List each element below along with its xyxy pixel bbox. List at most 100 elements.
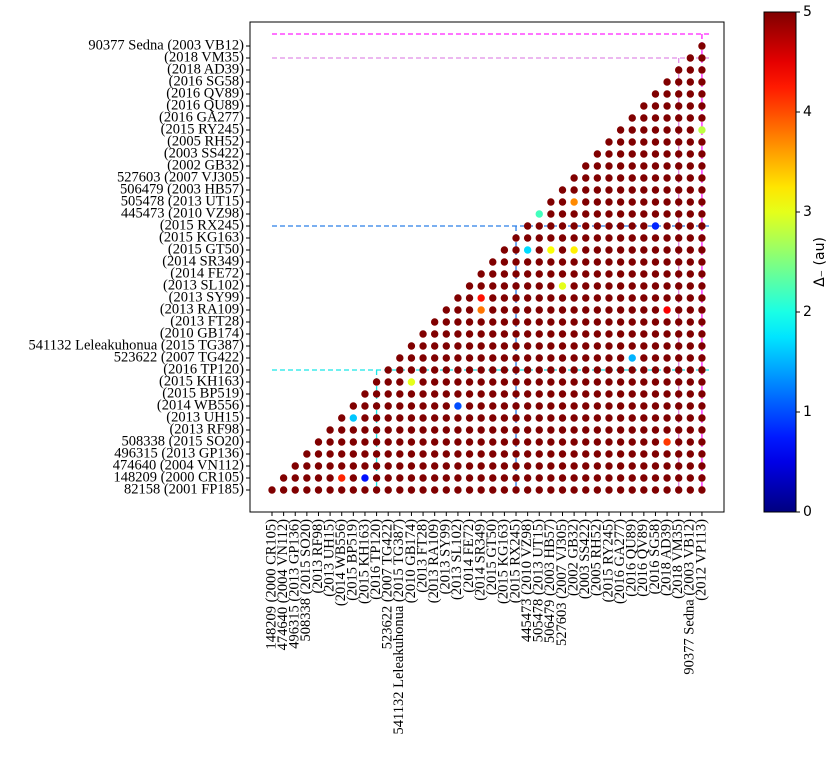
- dot: [477, 450, 485, 458]
- dot: [489, 342, 497, 350]
- dot: [675, 426, 683, 434]
- dot: [477, 330, 485, 338]
- dot: [523, 450, 532, 458]
- dot: [500, 270, 509, 278]
- y-tick-label: (2016 QU89): [166, 97, 244, 113]
- dot: [512, 354, 520, 362]
- y-tick-label: (2013 SL102): [163, 277, 244, 293]
- dot: [628, 150, 636, 158]
- dot: [500, 282, 509, 290]
- dot: [651, 174, 660, 182]
- dot: [640, 450, 648, 458]
- dot: [430, 474, 439, 482]
- dot: [616, 138, 625, 146]
- y-tick-label: (2015 RX245): [160, 217, 244, 233]
- dot: [570, 426, 578, 434]
- dot: [430, 450, 439, 458]
- dot: [675, 270, 683, 278]
- dot: [500, 330, 509, 338]
- dot: [582, 282, 590, 290]
- dot: [547, 294, 555, 302]
- dot: [582, 294, 590, 302]
- dot: [628, 486, 636, 494]
- dot: [686, 462, 695, 470]
- dot: [628, 222, 636, 230]
- y-tick-label: 90377 Sedna (2003 VB12): [88, 37, 244, 53]
- dot: [582, 330, 590, 338]
- dot: [570, 198, 578, 206]
- dot: [454, 438, 462, 446]
- dot: [640, 138, 648, 146]
- dot: [523, 342, 532, 350]
- x-tick-label: (2015 RX245): [507, 519, 523, 603]
- dot: [430, 318, 439, 326]
- dot: [628, 138, 636, 146]
- dot: [512, 270, 520, 278]
- dot: [419, 486, 427, 494]
- y-tick-label: (2016 GA277): [159, 109, 244, 125]
- dot: [582, 462, 590, 470]
- dot: [640, 438, 648, 446]
- x-tick-label: (2003 SS422): [577, 519, 593, 599]
- x-tick-label: (2013 FT28): [414, 519, 430, 593]
- dot: [570, 282, 578, 290]
- dot: [686, 186, 695, 194]
- dot: [616, 222, 625, 230]
- y-tick-label: 148209 (2000 CR105): [114, 469, 245, 485]
- dot: [640, 414, 648, 422]
- dot: [698, 222, 706, 230]
- dot: [454, 462, 462, 470]
- dot: [663, 438, 671, 446]
- dot: [489, 414, 497, 422]
- dot: [547, 270, 555, 278]
- dot: [640, 486, 648, 494]
- plot-frame: [249, 21, 725, 513]
- dot: [535, 342, 543, 350]
- dot: [605, 234, 613, 242]
- dot: [570, 474, 578, 482]
- dot: [582, 210, 590, 218]
- x-tick-label: (2016 SG58): [647, 519, 663, 594]
- dot: [582, 378, 590, 386]
- dot: [547, 318, 555, 326]
- dot: [640, 126, 648, 134]
- dot: [430, 378, 439, 386]
- dot: [675, 354, 683, 362]
- dot: [616, 126, 625, 134]
- dot: [454, 414, 462, 422]
- colorbar: Δ₋ (au) 0 1 2 3 4 5: [763, 4, 828, 520]
- dot: [628, 474, 636, 482]
- dot: [291, 474, 299, 482]
- dot: [675, 318, 683, 326]
- dot: [465, 426, 474, 434]
- dot: [314, 462, 323, 470]
- dot: [570, 270, 578, 278]
- dot: [686, 390, 695, 398]
- dot: [628, 162, 636, 170]
- dot: [535, 450, 543, 458]
- dot: [582, 486, 590, 494]
- dot: [407, 354, 416, 362]
- dot: [454, 486, 462, 494]
- dot: [593, 438, 602, 446]
- dot: [547, 438, 555, 446]
- dot: [570, 378, 578, 386]
- dot: [372, 378, 381, 386]
- x-tick-label: (2016 GA277): [612, 519, 628, 604]
- dot: [338, 414, 346, 422]
- dot: [605, 402, 613, 410]
- dot: [547, 342, 555, 350]
- dot: [686, 210, 695, 218]
- dot: [698, 162, 706, 170]
- dot: [698, 78, 706, 86]
- dot: [570, 186, 578, 194]
- dot: [477, 438, 485, 446]
- dot: [675, 258, 683, 266]
- dot: [651, 414, 660, 422]
- y-tick-label: 541132 Leleakuhonua (2015 TG387): [29, 337, 245, 353]
- y-tick-label: (2014 SR349): [162, 253, 244, 269]
- dot: [663, 366, 671, 374]
- x-tick-label: (2018 AD39): [658, 519, 674, 596]
- dot: [535, 294, 543, 302]
- dot: [489, 402, 497, 410]
